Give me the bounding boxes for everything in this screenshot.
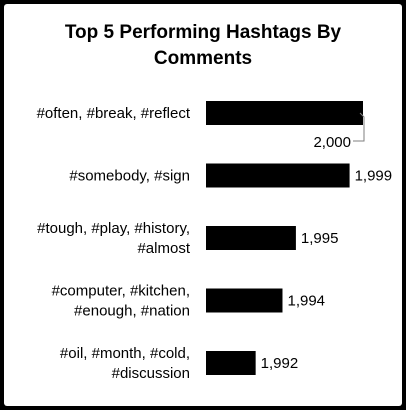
bar	[206, 351, 256, 375]
bar	[206, 163, 350, 188]
data-label-leader-line	[353, 112, 365, 142]
chart-title: Top 5 Performing Hashtags By Comments	[4, 20, 402, 72]
bar	[206, 288, 283, 313]
category-label: #tough, #play, #history,	[37, 220, 190, 237]
category-label: #computer, #kitchen,	[52, 283, 190, 300]
data-label: 1,999	[355, 168, 393, 185]
data-label: 1,995	[301, 230, 339, 247]
chart-title-line-1: Top 5 Performing Hashtags By	[64, 22, 342, 43]
category-label: #somebody, #sign	[69, 168, 190, 185]
data-label: 1,992	[261, 355, 299, 372]
bar	[206, 101, 363, 125]
category-label: #almost	[137, 240, 190, 257]
chart-title-line-2: Comments	[153, 48, 253, 69]
category-label: #oil, #month, #cold,	[60, 345, 190, 362]
bar	[206, 226, 296, 250]
bar-chart: #often, #break, #reflect 2,000 #somebody, …	[37, 101, 393, 382]
data-label: 1,994	[287, 293, 325, 310]
category-label: #discussion	[112, 365, 190, 382]
data-label: 2,000	[313, 134, 351, 151]
chart-card: Top 5 Performing Hashtags By Comments #o…	[4, 4, 402, 406]
category-label: #often, #break, #reflect	[37, 105, 191, 122]
category-label: #enough, #nation	[74, 303, 190, 320]
